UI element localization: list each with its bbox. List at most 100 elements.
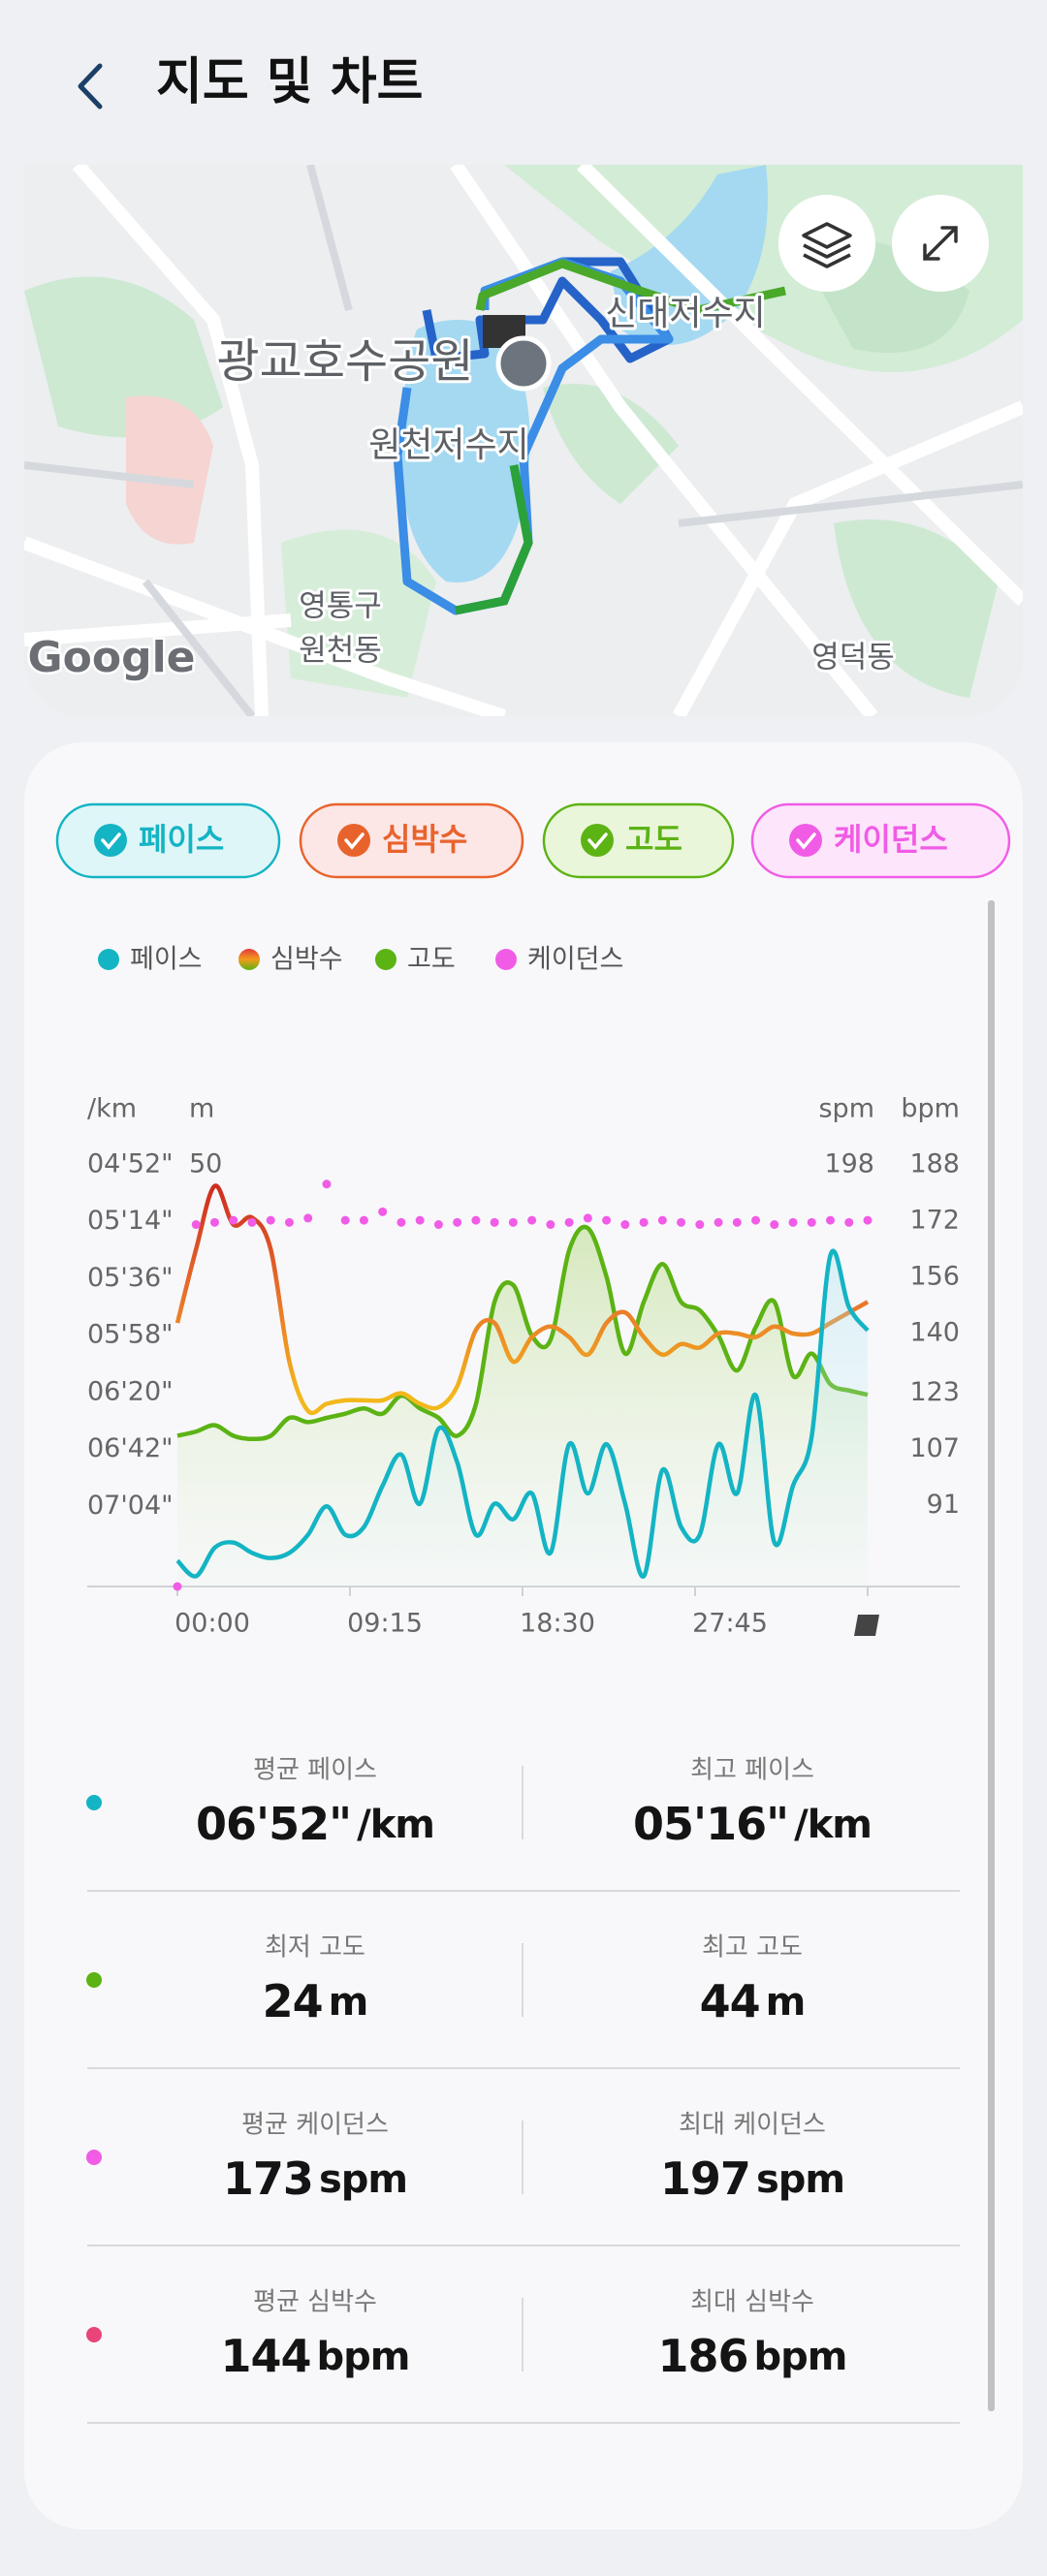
cadence-dot: [583, 1213, 592, 1223]
stat-value: 05'16"/km: [633, 1798, 872, 1850]
y-tick-label: 06'42": [87, 1433, 174, 1463]
cadence-dot: [714, 1217, 723, 1227]
chip-check-mark: [101, 832, 121, 850]
legend-label: 고도: [407, 945, 456, 975]
stat-value: 173 spm: [223, 2152, 407, 2205]
cadence-dot: [471, 1215, 481, 1225]
legend-label: 심박수: [270, 945, 343, 975]
stat-value: 144 bpm: [221, 2330, 410, 2382]
chip-background: [55, 802, 281, 879]
chip-check: [337, 824, 370, 857]
filter-chip[interactable]: 케이던스: [750, 802, 1011, 879]
y-tick-label: 91: [927, 1490, 960, 1520]
y-tick-label: 07'04": [87, 1491, 174, 1521]
cadence-dot: [322, 1179, 332, 1189]
header: [0, 0, 1047, 165]
expand-button[interactable]: [892, 195, 989, 292]
layers-button[interactable]: [778, 195, 875, 292]
stat-marker: [86, 1972, 102, 1988]
chip-check: [789, 824, 822, 857]
cadence-dot: [657, 1215, 667, 1225]
map-label: 광교호수공원: [217, 334, 474, 389]
stat-value: 24 m: [263, 1975, 368, 2027]
y-tick-label: 123: [909, 1377, 960, 1407]
y-tick-label: 04'52": [87, 1149, 174, 1179]
cadence-dot: [639, 1217, 649, 1227]
cadence-dot: [229, 1215, 238, 1225]
cadence-dot: [415, 1215, 425, 1225]
y-tick-label: 06'20": [87, 1376, 174, 1406]
filter-chip[interactable]: 페이스: [55, 802, 281, 879]
cadence-dot: [844, 1217, 854, 1227]
stat-number: 05'16": [633, 1798, 788, 1850]
cadence-dot: [397, 1217, 406, 1227]
cadence-dot: [807, 1217, 816, 1227]
filter-chip[interactable]: 심박수: [299, 802, 524, 879]
cadence-dot: [191, 1220, 201, 1230]
legend-label: 케이던스: [527, 945, 623, 975]
cadence-dot: [173, 1582, 182, 1591]
chip-background: [750, 802, 1011, 879]
y-tick-label: 198: [824, 1149, 874, 1179]
y-tick-label: 172: [909, 1206, 960, 1236]
cadence-dot: [453, 1217, 462, 1227]
axis-title: bpm: [901, 1094, 960, 1124]
y-tick-label: 140: [909, 1318, 960, 1348]
map-attribution: Google: [28, 633, 196, 682]
back-button[interactable]: [78, 63, 103, 110]
chip-check-mark: [344, 832, 365, 850]
map-label: 원천동: [299, 634, 382, 669]
stat-number: 24: [263, 1975, 323, 2027]
y-tick-label: 188: [909, 1149, 960, 1179]
cadence-dot: [284, 1217, 294, 1227]
stat-marker: [86, 1795, 102, 1810]
y-tick-label: 156: [909, 1262, 960, 1292]
chip-background: [542, 802, 735, 879]
heart-rate-line: [174, 1183, 870, 1416]
stat-unit: bpm: [317, 2335, 410, 2379]
cadence-dot: [359, 1215, 368, 1225]
pace-area: [177, 1250, 868, 1586]
page-title: 지도 및 차트: [156, 53, 423, 111]
cadence-dot: [602, 1215, 612, 1225]
altitude-area: [177, 1227, 868, 1586]
map-label: 신대저수지: [605, 294, 766, 333]
axis-title: m: [189, 1094, 214, 1124]
x-tick-label: 00:00: [174, 1609, 250, 1639]
cadence-dot: [247, 1217, 257, 1227]
map-label: 영통구: [299, 589, 382, 624]
chip-label: 심박수: [382, 821, 467, 858]
stat-label: 평균 케이던스: [241, 2111, 389, 2140]
stat-label: 최고 페이스: [690, 1756, 814, 1785]
cadence-dot: [695, 1220, 705, 1230]
cadence-dot: [732, 1217, 742, 1227]
chip-check-mark: [587, 832, 608, 850]
cadence-dot: [266, 1215, 275, 1225]
stat-number: 186: [658, 2330, 748, 2382]
cadence-dot: [527, 1215, 537, 1225]
cadence-dot: [303, 1213, 313, 1223]
y-tick-label: 05'36": [87, 1263, 174, 1293]
start-marker: [495, 335, 552, 392]
pace-line: [175, 1248, 870, 1579]
cadence-dot: [546, 1220, 555, 1230]
legend-marker: [98, 949, 119, 970]
chip-check: [581, 824, 614, 857]
y-tick-label: 05'14": [87, 1206, 174, 1236]
filter-chip[interactable]: 고도: [542, 802, 735, 879]
stat-unit: m: [329, 1980, 368, 2025]
x-tick-label: 18:30: [520, 1609, 595, 1639]
finish-icon: [854, 1615, 879, 1636]
legend-marker: [238, 949, 260, 970]
stat-label: 최대 케이던스: [679, 2111, 826, 2140]
stat-unit: bpm: [754, 2335, 847, 2379]
cadence-dot: [751, 1215, 761, 1225]
stat-number: 144: [221, 2330, 311, 2382]
stat-value: 06'52"/km: [196, 1798, 434, 1850]
cadence-dot: [770, 1220, 779, 1230]
chip-label: 페이스: [139, 821, 224, 858]
